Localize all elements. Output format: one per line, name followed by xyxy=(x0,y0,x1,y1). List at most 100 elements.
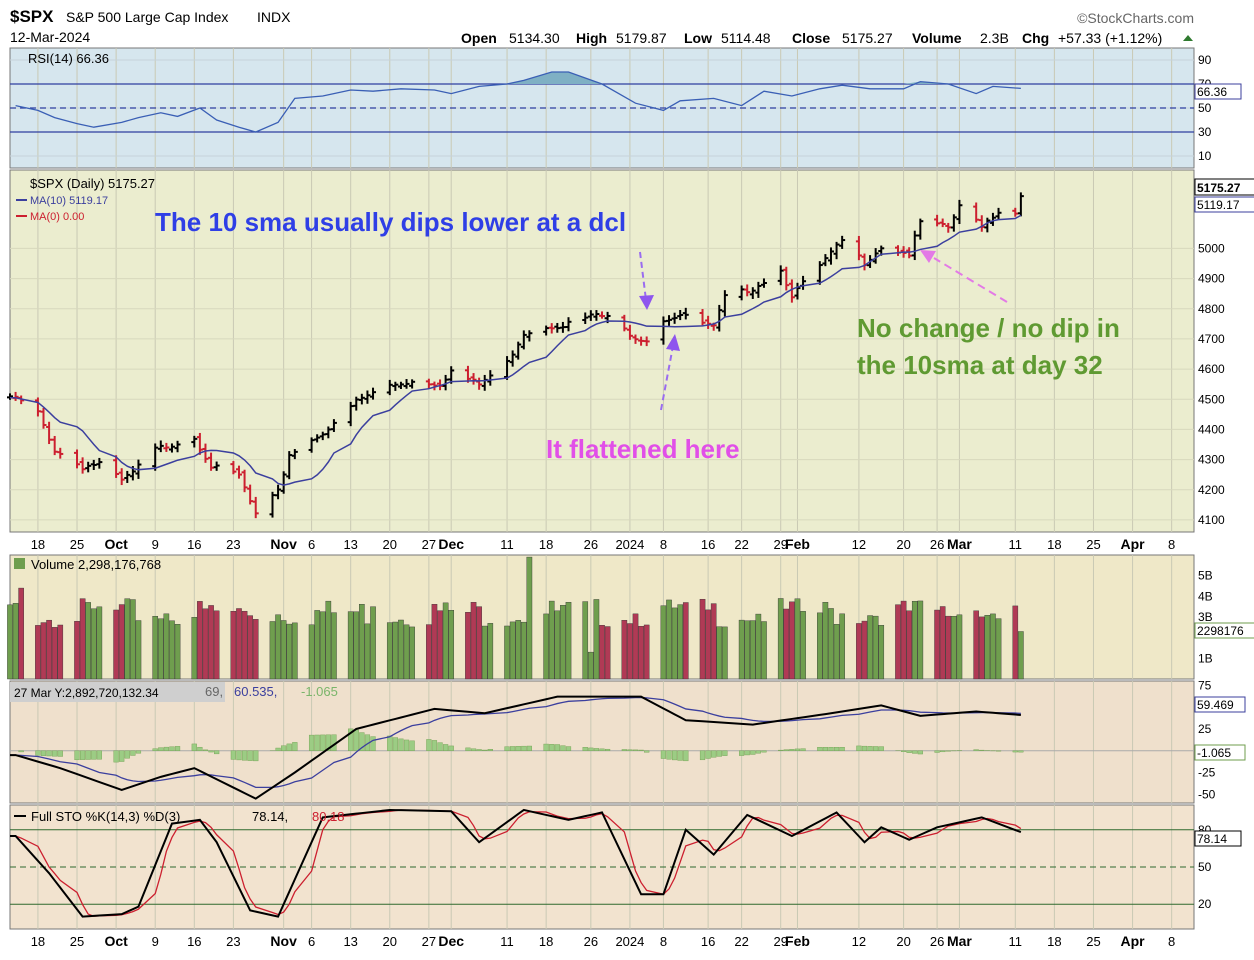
sto-legend-text: Full STO %K(14,3) %D(3) xyxy=(31,809,180,824)
macd-hist-bar xyxy=(202,749,209,751)
x-tick-label: 26 xyxy=(930,537,944,552)
macd-hist-bar xyxy=(588,747,594,751)
volume-bar xyxy=(582,601,589,680)
volume-bar xyxy=(856,623,862,680)
price-bar xyxy=(934,214,941,227)
macd-hist-bar xyxy=(621,749,627,751)
price-legend: $SPX (Daily) 5175.27 MA(10) 5119.17 MA(0… xyxy=(16,176,155,223)
macd-hist-bar xyxy=(940,750,946,753)
exchange: INDX xyxy=(257,9,291,25)
macd-hist-bar xyxy=(52,750,58,757)
price-bar xyxy=(783,266,790,291)
x-tick-label: 22 xyxy=(734,537,748,552)
volume-bar xyxy=(660,605,667,680)
price-tick-label: 4300 xyxy=(1198,453,1225,467)
price-bar xyxy=(682,307,689,320)
volume-bar xyxy=(236,608,242,680)
volume-bar xyxy=(465,612,471,680)
price-bar xyxy=(113,455,120,478)
macd-hist-bar xyxy=(113,750,119,763)
volume-bar xyxy=(783,608,790,680)
price-bar xyxy=(319,431,326,441)
volume-bar xyxy=(275,614,281,680)
price-tick-label: 5000 xyxy=(1198,241,1225,255)
price-bar xyxy=(425,378,432,389)
close-value: 5175.27 xyxy=(842,30,893,46)
macd-hist-bar xyxy=(789,749,795,751)
volume-bar xyxy=(286,623,293,680)
volume-bar xyxy=(252,619,259,680)
volume-bar xyxy=(470,602,477,680)
volume-tick-label: 1B xyxy=(1198,651,1213,665)
macd-hist-bar xyxy=(275,747,281,751)
price-bar xyxy=(370,387,377,400)
price-bar xyxy=(548,323,555,334)
volume-bar xyxy=(325,600,332,680)
price-bar xyxy=(90,459,97,471)
macd-hist-bar xyxy=(348,728,354,751)
symbol: $SPX xyxy=(10,7,54,26)
macd-hist-bar xyxy=(426,739,432,751)
macd-hist-bar xyxy=(873,746,879,751)
annotation-green-2: the 10sma at day 32 xyxy=(857,350,1103,380)
price-bar xyxy=(202,443,209,463)
macd-hist-bar xyxy=(403,739,410,751)
macd-hist-bar xyxy=(817,747,823,751)
x-tick-label: Apr xyxy=(1121,536,1146,552)
volume-bar xyxy=(370,606,376,680)
macd-hist-bar xyxy=(604,748,611,751)
x-tick-label: 23 xyxy=(226,934,240,949)
macd-hist-bar xyxy=(230,750,236,760)
macd-hist-bar xyxy=(705,750,711,759)
price-bar xyxy=(448,366,455,384)
macd-hist-bar xyxy=(437,742,443,751)
macd-hist-bar xyxy=(482,749,488,751)
macd-hist-bar xyxy=(973,749,979,751)
volume-bar xyxy=(671,607,678,680)
volume-bar xyxy=(716,626,723,680)
x-tick-label: 20 xyxy=(896,934,910,949)
x-tick-label: Mar xyxy=(947,536,972,552)
volume-bar xyxy=(934,609,940,680)
watermark: ©StockCharts.com xyxy=(1077,10,1194,26)
price-bar xyxy=(582,312,589,324)
arrow-nochange-shaft xyxy=(933,257,1008,303)
macd-tooltip: 27 Mar Y:2,892,720,132.34 xyxy=(14,686,159,700)
price-tick-label: 4500 xyxy=(1198,392,1225,406)
volume-bar xyxy=(124,598,131,680)
x-tick-label: Nov xyxy=(270,536,297,552)
macd-hist-bar xyxy=(543,743,549,751)
volume-bar xyxy=(152,616,159,680)
price-bar xyxy=(7,393,13,400)
macd-hist-bar xyxy=(750,750,756,755)
x-tick-label: Dec xyxy=(438,536,464,552)
volume-bar xyxy=(269,621,276,680)
open-label: Open xyxy=(461,30,497,46)
volume-bar xyxy=(682,602,689,680)
price-bar xyxy=(777,265,784,286)
price-bar xyxy=(677,309,684,321)
volume-label: Volume xyxy=(912,30,962,46)
macd-hist-bar xyxy=(197,746,203,751)
chg-value: +57.33 (+1.12%) xyxy=(1058,30,1162,46)
macd-hist-bar xyxy=(521,745,527,751)
macd-hist-bar xyxy=(644,750,650,753)
price-bar xyxy=(291,449,298,460)
macd-hist-bar xyxy=(1018,750,1024,753)
x-tick-label: Oct xyxy=(104,536,128,552)
volume-bar xyxy=(677,604,683,680)
rsi-value-box: 66.36 xyxy=(1197,85,1227,99)
price-bar xyxy=(213,461,220,471)
rsi-line xyxy=(15,71,1021,133)
volume-bar xyxy=(241,610,248,680)
volume-bar xyxy=(789,601,795,680)
volume-bar xyxy=(130,599,136,680)
volume-bar xyxy=(79,598,86,680)
macd-hist-bar xyxy=(325,734,331,751)
volume-bar xyxy=(822,602,829,680)
macd-hist-bar xyxy=(163,746,169,751)
macd-hist-bar xyxy=(699,750,706,761)
macd-hist-bar xyxy=(515,746,521,751)
volume-bar xyxy=(699,598,706,680)
sto-series xyxy=(10,808,1194,918)
